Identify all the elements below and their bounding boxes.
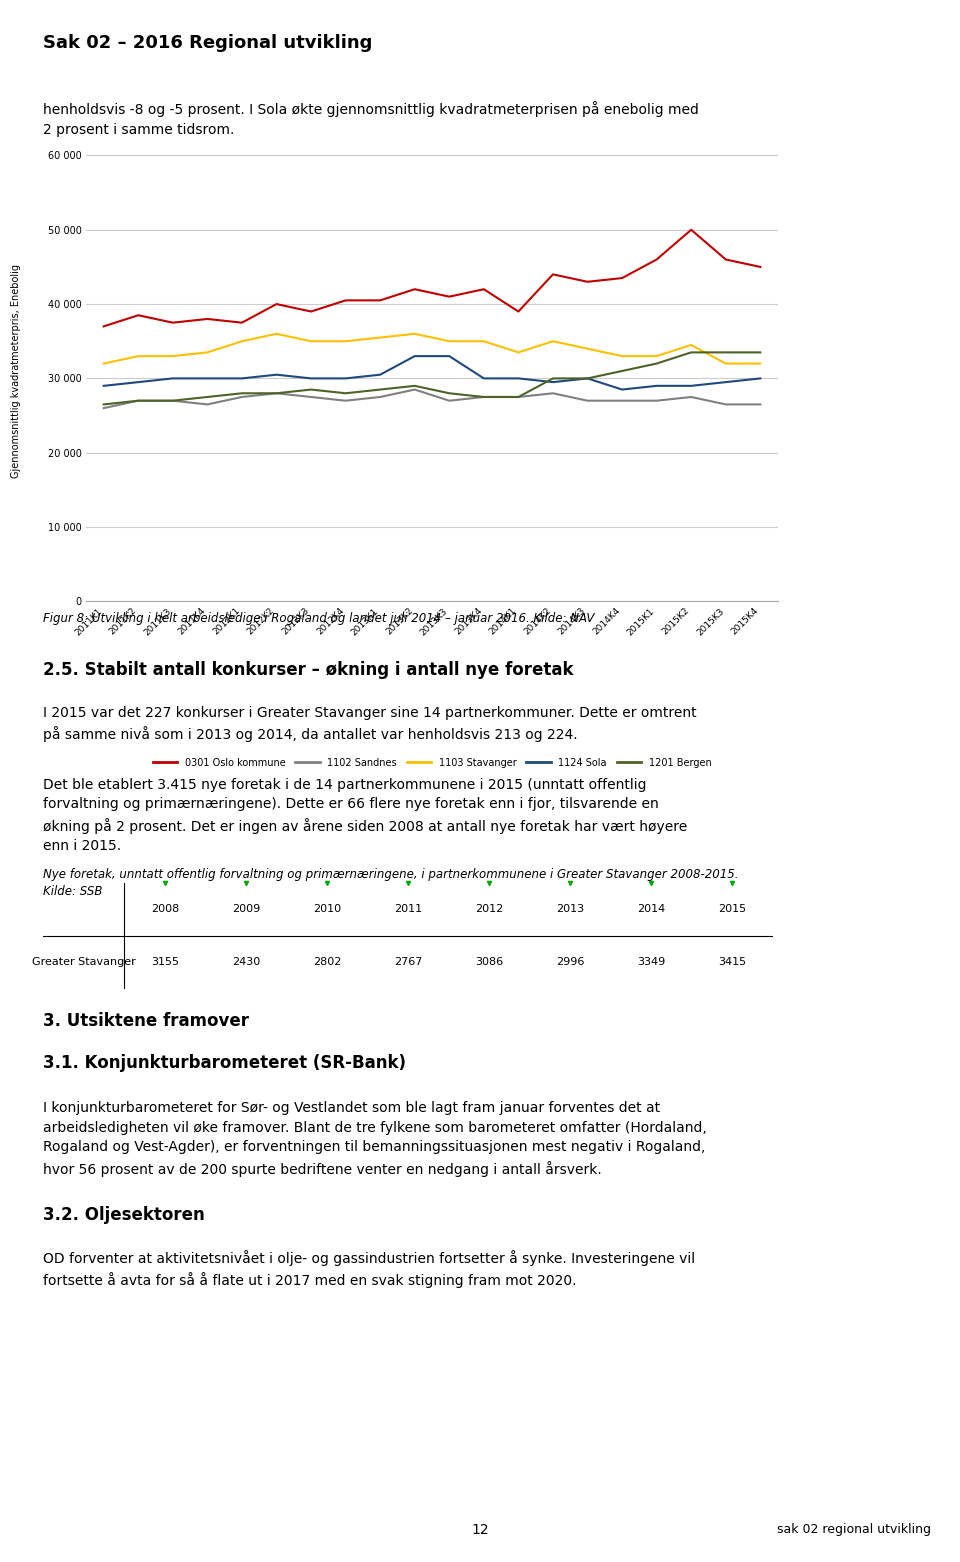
- Text: Det ble etablert 3.415 nye foretak i de 14 partnerkommunene i 2015 (unntatt offe: Det ble etablert 3.415 nye foretak i de …: [43, 778, 687, 853]
- Text: 3415: 3415: [718, 958, 746, 967]
- Text: 2009: 2009: [231, 904, 260, 914]
- Text: 3086: 3086: [475, 958, 503, 967]
- Text: Sak 02 – 2016 Regional utvikling: Sak 02 – 2016 Regional utvikling: [43, 34, 372, 53]
- Text: Nye foretak, unntatt offentlig forvaltning og primærnæringene, i partnerkommunen: Nye foretak, unntatt offentlig forvaltni…: [43, 868, 738, 898]
- Text: 2012: 2012: [475, 904, 503, 914]
- Text: 2008: 2008: [151, 904, 179, 914]
- Text: 2802: 2802: [313, 958, 341, 967]
- Text: 3349: 3349: [637, 958, 665, 967]
- Text: 2014: 2014: [637, 904, 665, 914]
- Text: 2010: 2010: [313, 904, 341, 914]
- Legend: 0301 Oslo kommune, 1102 Sandnes, 1103 Stavanger, 1124 Sola, 1201 Bergen: 0301 Oslo kommune, 1102 Sandnes, 1103 St…: [149, 754, 715, 772]
- Text: Greater Stavanger: Greater Stavanger: [32, 958, 135, 967]
- Text: I konjunkturbarometeret for Sør- og Vestlandet som ble lagt fram januar forvente: I konjunkturbarometeret for Sør- og Vest…: [43, 1101, 707, 1176]
- Text: 2996: 2996: [556, 958, 585, 967]
- Text: sak 02 regional utvikling: sak 02 regional utvikling: [778, 1523, 931, 1535]
- Text: I 2015 var det 227 konkurser i Greater Stavanger sine 14 partnerkommuner. Dette : I 2015 var det 227 konkurser i Greater S…: [43, 706, 697, 742]
- Text: henholdsvis -8 og -5 prosent. I Sola økte gjennomsnittlig kvadratmeterprisen på : henholdsvis -8 og -5 prosent. I Sola økt…: [43, 102, 699, 137]
- Text: 3.1. Konjunkturbarometeret (SR-Bank): 3.1. Konjunkturbarometeret (SR-Bank): [43, 1054, 406, 1073]
- Text: 3.2. Oljesektoren: 3.2. Oljesektoren: [43, 1206, 204, 1225]
- Text: 2430: 2430: [231, 958, 260, 967]
- Text: 2011: 2011: [394, 904, 422, 914]
- Text: 2013: 2013: [556, 904, 585, 914]
- Text: 2767: 2767: [394, 958, 422, 967]
- Text: 2015: 2015: [718, 904, 746, 914]
- Text: OD forventer at aktivitetsnivået i olje- og gassindustrien fortsetter å synke. I: OD forventer at aktivitetsnivået i olje-…: [43, 1250, 695, 1289]
- Text: 3155: 3155: [151, 958, 179, 967]
- Text: 2.5. Stabilt antall konkurser – økning i antall nye foretak: 2.5. Stabilt antall konkurser – økning i…: [43, 661, 574, 679]
- Text: 3. Utsiktene framover: 3. Utsiktene framover: [43, 1012, 250, 1031]
- Y-axis label: Gjennomsnittlig kvadratmeterpris, Enebolig: Gjennomsnittlig kvadratmeterpris, Enebol…: [11, 264, 21, 478]
- Text: 12: 12: [471, 1523, 489, 1537]
- Text: Figur 8: Utvikling i helt arbeidsledige i Rogaland og landet juli 2014 – januar : Figur 8: Utvikling i helt arbeidsledige …: [43, 612, 594, 625]
